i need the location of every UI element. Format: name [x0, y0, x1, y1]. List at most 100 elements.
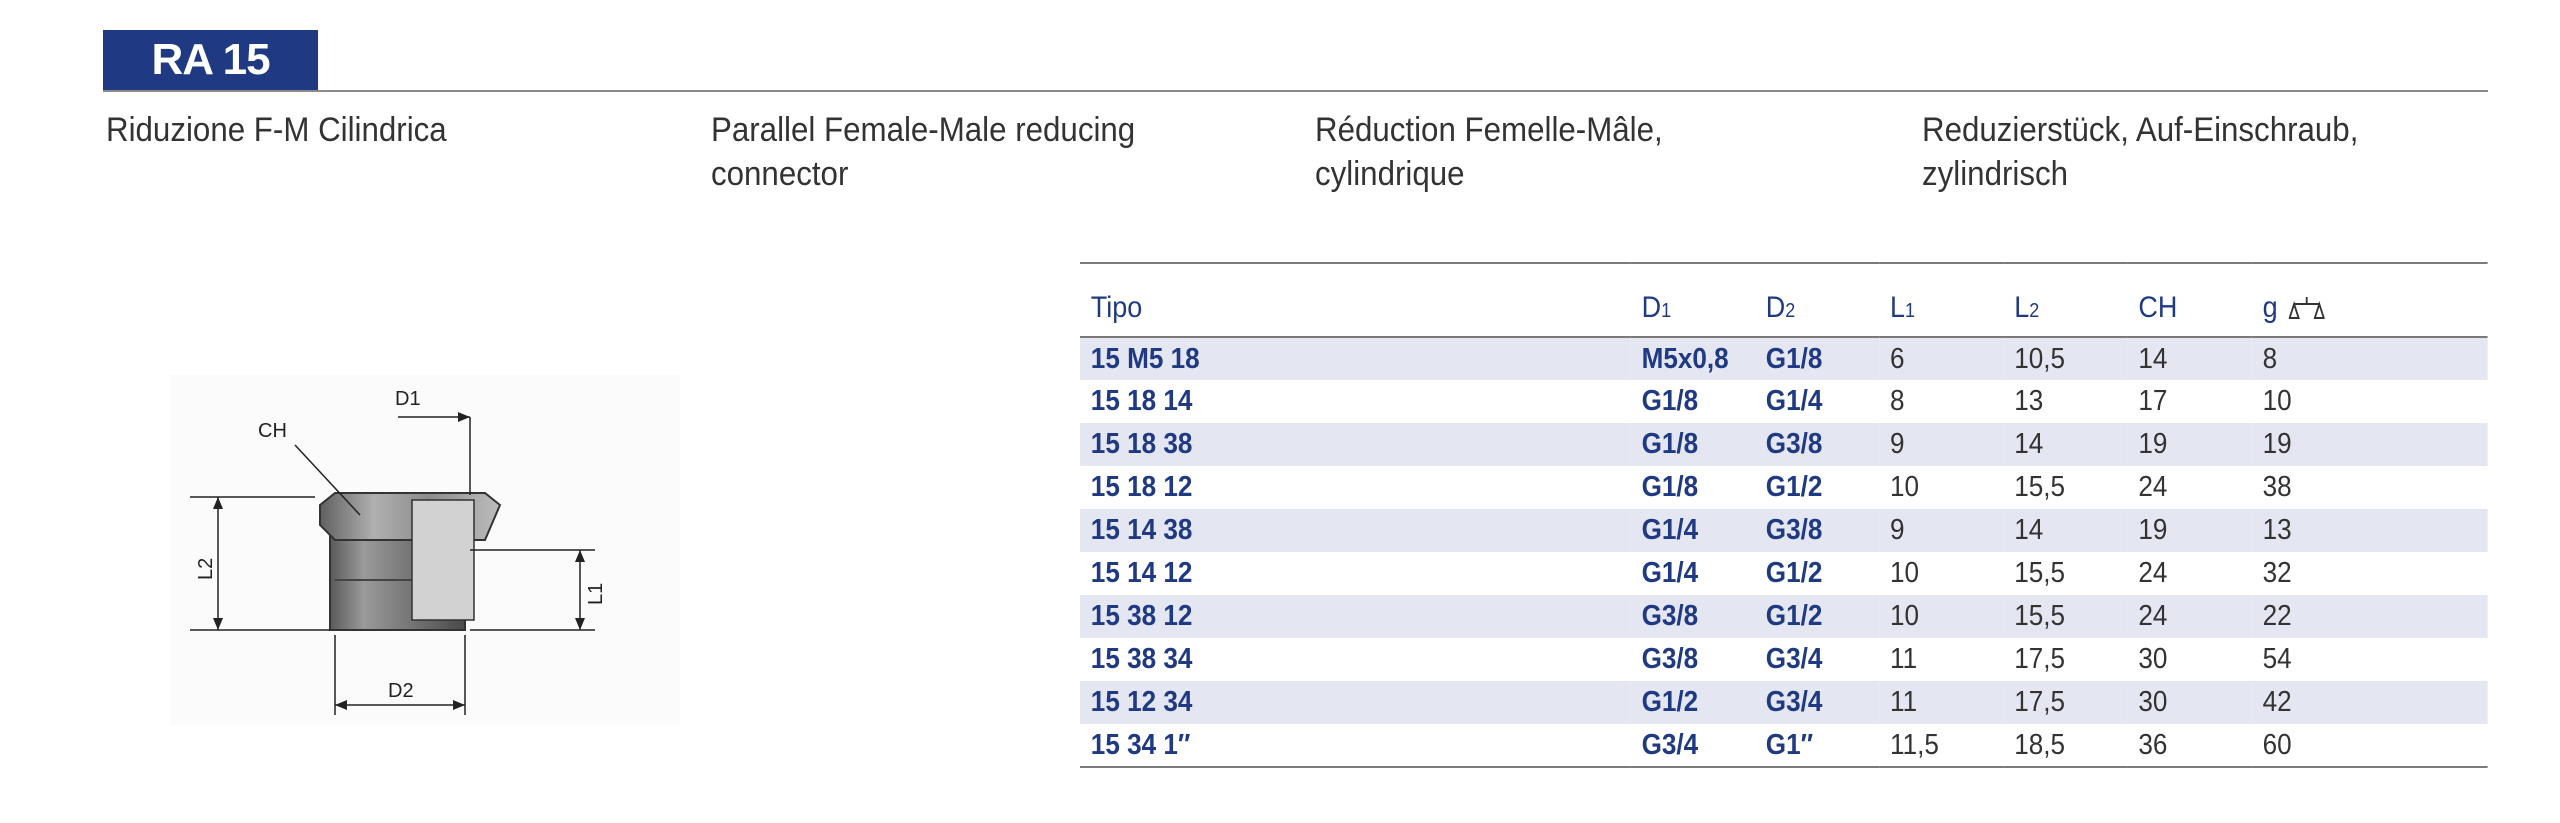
- cell-l1: 6: [1890, 342, 1905, 375]
- table-row: 15 14 12 G1/4 G1/2 10 15,5 24 32: [1080, 552, 2488, 595]
- cell-l1: 10: [1890, 557, 1920, 589]
- cell-d1: G3/8: [1641, 643, 1699, 675]
- cell-ch: 30: [2138, 686, 2168, 718]
- cell-g: 54: [2262, 643, 2292, 675]
- cell-d2: G1/2: [1765, 600, 1823, 632]
- cell-d2: G1″: [1755, 724, 1880, 768]
- cell-d1: G1/4: [1641, 557, 1699, 589]
- col-weight: g: [2251, 262, 2488, 338]
- cell-l1: 11,5: [1879, 724, 2004, 768]
- cell-tipo: 15 18 38: [1090, 428, 1193, 460]
- cell-d1: G1/4: [1641, 514, 1699, 546]
- cell-d1: G3/8: [1641, 600, 1699, 632]
- cell-l1: 9: [1890, 428, 1905, 460]
- cell-tipo: 15 18 14: [1090, 385, 1193, 417]
- cell-l2: 17,5: [2014, 643, 2066, 675]
- col-tipo: Tipo: [1080, 262, 1631, 338]
- cell-g: 38: [2262, 471, 2292, 503]
- cell-l2: 17,5: [2014, 686, 2066, 718]
- cell-ch: 24: [2138, 600, 2168, 632]
- technical-drawing: CH D1 D2 L2 L1: [170, 375, 680, 725]
- description-english: Parallel Female-Male reducing connector: [711, 111, 1136, 193]
- cell-l2: 14: [2014, 514, 2044, 546]
- cell-d2: G3/8: [1765, 428, 1823, 460]
- cell-d2: G1/8: [1765, 342, 1823, 375]
- inner-bore: [411, 499, 475, 621]
- cell-l2: 18,5: [2003, 724, 2128, 768]
- cell-d2: G3/8: [1765, 514, 1823, 546]
- cell-l2: 15,5: [2014, 471, 2066, 503]
- cell-g: 60: [2251, 724, 2488, 768]
- col-ch: CH: [2127, 262, 2252, 338]
- header-divider: [103, 90, 2488, 92]
- cell-l2: 15,5: [2014, 557, 2066, 589]
- cell-ch: 19: [2138, 514, 2168, 546]
- cell-l2: 10,5: [2014, 342, 2066, 375]
- cell-d1: G3/4: [1630, 724, 1755, 768]
- cell-l2: 13: [2014, 385, 2044, 417]
- cell-g: 13: [2262, 514, 2292, 546]
- label-d2: D2: [388, 680, 414, 702]
- description-italian: Riduzione F-M Cilindrica: [106, 111, 447, 149]
- label-ch: CH: [258, 420, 287, 442]
- table-row: 15 34 1″ G3/4 G1″ 11,5 18,5 36 60: [1080, 724, 2488, 768]
- cell-l1: 9: [1890, 514, 1905, 546]
- col-d1: D1: [1630, 262, 1755, 338]
- cell-d2: G3/4: [1765, 643, 1823, 675]
- col-d2: D2: [1755, 262, 1880, 338]
- table-row: 15 M5 18 M5x0,8 G1/8 6 10,5 14 8: [1080, 337, 2488, 380]
- product-code-badge: RA 15: [103, 30, 318, 90]
- cell-d2: G1/2: [1765, 557, 1823, 589]
- cell-tipo: 15 14 38: [1090, 514, 1193, 546]
- cell-l2: 14: [2014, 428, 2044, 460]
- cell-d2: G1/2: [1765, 471, 1823, 503]
- cell-g: 19: [2262, 428, 2292, 460]
- cell-g: 32: [2262, 557, 2292, 589]
- dimensions-table: Tipo D1 D2 L1 L2 CH g: [1080, 262, 2488, 768]
- cell-ch: 24: [2138, 471, 2168, 503]
- label-l2: L2: [195, 558, 217, 580]
- cell-tipo: 15 12 34: [1090, 686, 1193, 718]
- table-row: 15 18 14 G1/8 G1/4 8 13 17 10: [1080, 380, 2488, 423]
- table-row: 15 18 12 G1/8 G1/2 10 15,5 24 38: [1080, 466, 2488, 509]
- cell-d1: G1/2: [1641, 686, 1699, 718]
- cell-ch: 30: [2138, 643, 2168, 675]
- cell-d1: G1/8: [1641, 385, 1699, 417]
- description-french: Réduction Femelle-Mâle, cylindrique: [1315, 111, 1663, 193]
- cell-l2: 15,5: [2014, 600, 2066, 632]
- cell-l1: 11: [1890, 686, 1918, 718]
- cell-tipo: 15 38 12: [1090, 600, 1193, 632]
- cell-ch: 14: [2138, 342, 2168, 375]
- cell-d1: G1/8: [1641, 471, 1699, 503]
- cell-l1: 8: [1890, 385, 1905, 417]
- cell-d1: M5x0,8: [1641, 342, 1729, 375]
- label-d1: D1: [395, 388, 421, 410]
- cell-l1: 10: [1890, 471, 1920, 503]
- cell-tipo: 15 14 12: [1090, 557, 1193, 589]
- cell-tipo: 15 38 34: [1090, 643, 1193, 675]
- cell-tipo: 15 M5 18: [1090, 342, 1200, 375]
- cell-g: 42: [2262, 686, 2292, 718]
- cell-ch: 17: [2138, 385, 2168, 417]
- table-row: 15 38 12 G3/8 G1/2 10 15,5 24 22: [1080, 595, 2488, 638]
- cell-tipo: 15 18 12: [1090, 471, 1193, 503]
- cell-g: 22: [2262, 600, 2292, 632]
- table-row: 15 38 34 G3/8 G3/4 11 17,5 30 54: [1080, 638, 2488, 681]
- cell-ch: 36: [2127, 724, 2252, 768]
- table-row: 15 18 38 G1/8 G3/8 9 14 19 19: [1080, 423, 2488, 466]
- table-header-row: Tipo D1 D2 L1 L2 CH g: [1080, 262, 2488, 338]
- table-row: 15 14 38 G1/4 G3/8 9 14 19 13: [1080, 509, 2488, 552]
- cell-tipo: 15 34 1″: [1080, 724, 1631, 768]
- cell-d2: G3/4: [1765, 686, 1823, 718]
- cell-l1: 11: [1890, 643, 1918, 675]
- cell-g: 10: [2262, 385, 2292, 417]
- table-row: 15 12 34 G1/2 G3/4 11 17,5 30 42: [1080, 681, 2488, 724]
- cell-d2: G1/4: [1765, 385, 1823, 417]
- cell-ch: 19: [2138, 428, 2168, 460]
- col-l2: L2: [2003, 262, 2128, 338]
- cell-l1: 10: [1890, 600, 1920, 632]
- cell-g: 8: [2262, 342, 2278, 375]
- cell-ch: 24: [2138, 557, 2168, 589]
- scale-icon: [2288, 297, 2325, 320]
- description-german: Reduzierstück, Auf-Einschraub, zylindris…: [1922, 111, 2359, 193]
